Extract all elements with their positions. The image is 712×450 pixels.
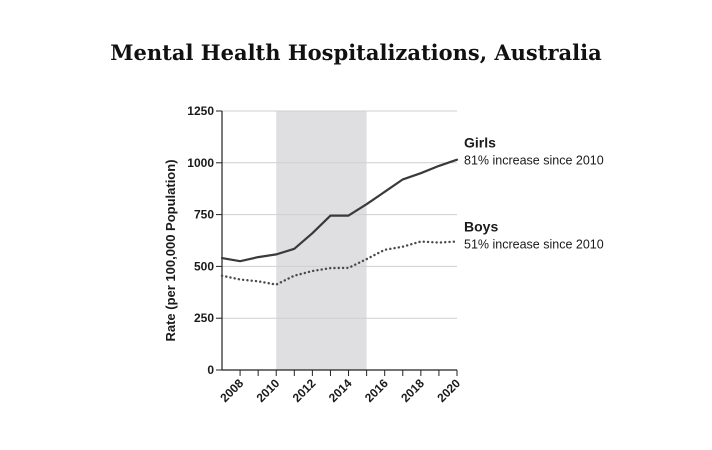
- series-label-girls: Girls: [464, 135, 496, 151]
- x-tick-label: 2014: [326, 376, 355, 405]
- x-tick-label: 2012: [290, 376, 319, 405]
- y-tick-label: 250: [194, 311, 214, 325]
- x-tick-label: 2010: [254, 376, 283, 405]
- y-axis-title: Rate (per 100,000 Population): [163, 159, 178, 341]
- axes-layer: [216, 110, 458, 376]
- x-tick-label: 2018: [398, 376, 427, 405]
- series-annotation-boys: 51% increase since 2010: [464, 238, 604, 252]
- x-tick-label: 2020: [434, 376, 463, 405]
- shaded-region-layer: [276, 111, 367, 370]
- y-tick-label: 0: [207, 363, 214, 377]
- y-tick-label: 1000: [187, 156, 214, 170]
- y-tick-label: 750: [194, 208, 214, 222]
- x-tick-label: 2016: [362, 376, 391, 405]
- y-tick-label: 500: [194, 259, 214, 273]
- series-line-boys: [220, 240, 459, 286]
- series-layer: [220, 158, 459, 286]
- series-line-girls: [220, 158, 459, 263]
- shaded-period: [276, 111, 367, 370]
- chart-title: Mental Health Hospitalizations, Australi…: [110, 40, 602, 65]
- x-tick-label: 2008: [217, 376, 246, 405]
- series-label-boys: Boys: [464, 219, 498, 235]
- series-annotation-girls: 81% increase since 2010: [464, 154, 604, 168]
- y-tick-label: 1250: [187, 104, 214, 118]
